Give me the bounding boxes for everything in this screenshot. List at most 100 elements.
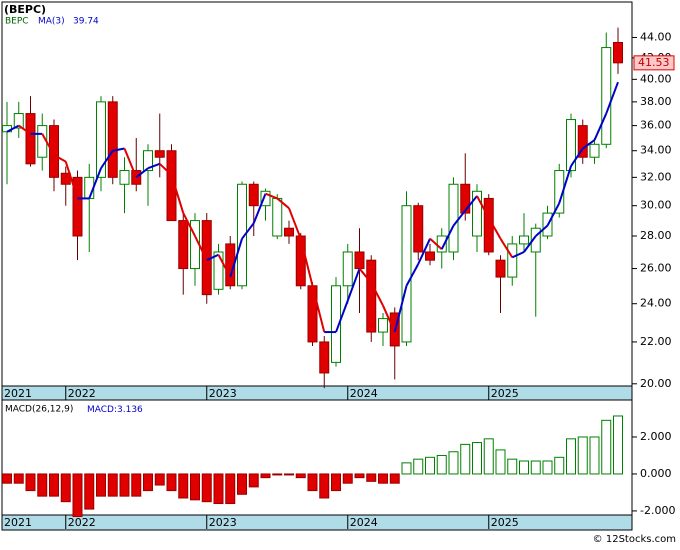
ma-segment: [252, 193, 267, 224]
ma-segment: [217, 254, 232, 278]
candle-body: [413, 205, 424, 253]
ma-segment: [335, 300, 349, 333]
ma-segment: [265, 192, 278, 200]
x-tick-label: 2024: [350, 516, 378, 529]
macd-legend: MACD(26,12,9): [5, 405, 73, 415]
macd-bar: [331, 473, 341, 492]
macd-bar: [401, 462, 412, 475]
ma-segment: [182, 212, 196, 237]
ma-segment: [440, 225, 455, 250]
candle-body: [401, 205, 412, 343]
candle-body: [378, 318, 388, 333]
macd-bar: [613, 415, 623, 475]
ma-segment: [276, 197, 290, 209]
candle-body: [425, 251, 435, 261]
candle-body: [237, 183, 247, 287]
candle-body: [119, 170, 130, 185]
candle-body: [107, 101, 118, 178]
macd-bar: [96, 473, 106, 497]
candle-body: [13, 113, 24, 129]
macd-bar: [566, 438, 576, 475]
y-tick-label: 36.00: [640, 119, 672, 132]
macd-bar: [37, 473, 48, 497]
candle-body: [342, 251, 353, 287]
ma-segment: [41, 133, 55, 156]
macd-bar: [436, 454, 447, 475]
macd-bar: [577, 436, 588, 475]
macd-bar: [49, 473, 59, 497]
candle-body: [530, 227, 541, 253]
macd-bar: [272, 473, 283, 476]
macd-panel: [1, 399, 633, 516]
macd-bar: [519, 460, 529, 475]
legend-ma: MA(3): [38, 17, 65, 27]
x-tick-label: 2021: [4, 387, 32, 400]
macd-bar: [60, 473, 71, 503]
x-axis-band: [1, 514, 633, 531]
x-tick-label: 2022: [68, 387, 96, 400]
ma-segment: [288, 207, 302, 240]
ma-segment: [147, 162, 161, 170]
ma-segment: [593, 113, 608, 141]
candle-body: [601, 47, 612, 145]
ma-segment: [206, 253, 219, 262]
y-tick-label: 26.00: [640, 262, 672, 275]
ma-segment: [570, 147, 584, 167]
candle-body: [131, 170, 142, 185]
y-tick-label: 24.00: [640, 297, 672, 310]
ticker-title: (BEPC): [4, 3, 46, 16]
candle-body: [96, 101, 106, 178]
last-price-box: [633, 55, 675, 71]
candle-body: [295, 235, 306, 287]
ma-segment: [53, 154, 67, 163]
ma-segment: [523, 235, 537, 253]
ma-segment: [558, 165, 572, 204]
ma-segment: [194, 235, 208, 261]
macd-bar: [166, 473, 177, 492]
candle-body: [472, 190, 482, 237]
candle-body: [72, 176, 83, 237]
macd-bar: [342, 473, 353, 484]
macd-bar: [260, 473, 271, 479]
macd-bar: [295, 473, 306, 479]
candle-body: [25, 113, 36, 165]
candle-body: [178, 220, 189, 270]
ma-segment: [405, 263, 420, 287]
ma-segment: [464, 195, 478, 212]
y-tick-label: 30.00: [640, 199, 672, 212]
y-tick-label: 28.00: [640, 229, 672, 242]
ma-segment: [499, 238, 514, 258]
y-tick-label: -2.000: [640, 504, 675, 517]
ma-segment: [346, 268, 361, 301]
candle-body: [366, 259, 377, 333]
y-tick-label: 32.00: [640, 170, 672, 183]
macd-bar: [237, 473, 247, 495]
ma-segment: [370, 282, 384, 307]
macd-legend-value: MACD:3.136: [87, 405, 143, 415]
ma-segment: [159, 163, 173, 176]
x-tick-label: 2025: [491, 516, 519, 529]
candle-body: [166, 150, 177, 222]
ma-segment: [429, 237, 443, 250]
candle-body: [460, 183, 471, 214]
candle-body: [577, 125, 588, 158]
ma-segment: [382, 305, 396, 333]
candle-body: [566, 119, 576, 172]
ma-segment: [393, 285, 408, 333]
candle-body: [213, 251, 224, 290]
macd-bar: [284, 473, 294, 476]
macd-bar: [213, 473, 224, 505]
ma-segment: [241, 222, 255, 240]
macd-bar: [495, 449, 506, 475]
candle-body: [248, 183, 259, 207]
y-tick-label: 2.000: [640, 430, 672, 443]
macd-bar: [425, 456, 435, 475]
macd-bar: [542, 460, 553, 475]
legend-ma-value: 39.74: [73, 17, 99, 27]
macd-bar: [201, 473, 212, 503]
ma-segment: [6, 124, 20, 133]
ma-segment: [487, 217, 502, 240]
macd-bar: [72, 473, 83, 517]
macd-legend-label: MACD:: [87, 405, 117, 415]
macd-bar: [530, 460, 541, 475]
